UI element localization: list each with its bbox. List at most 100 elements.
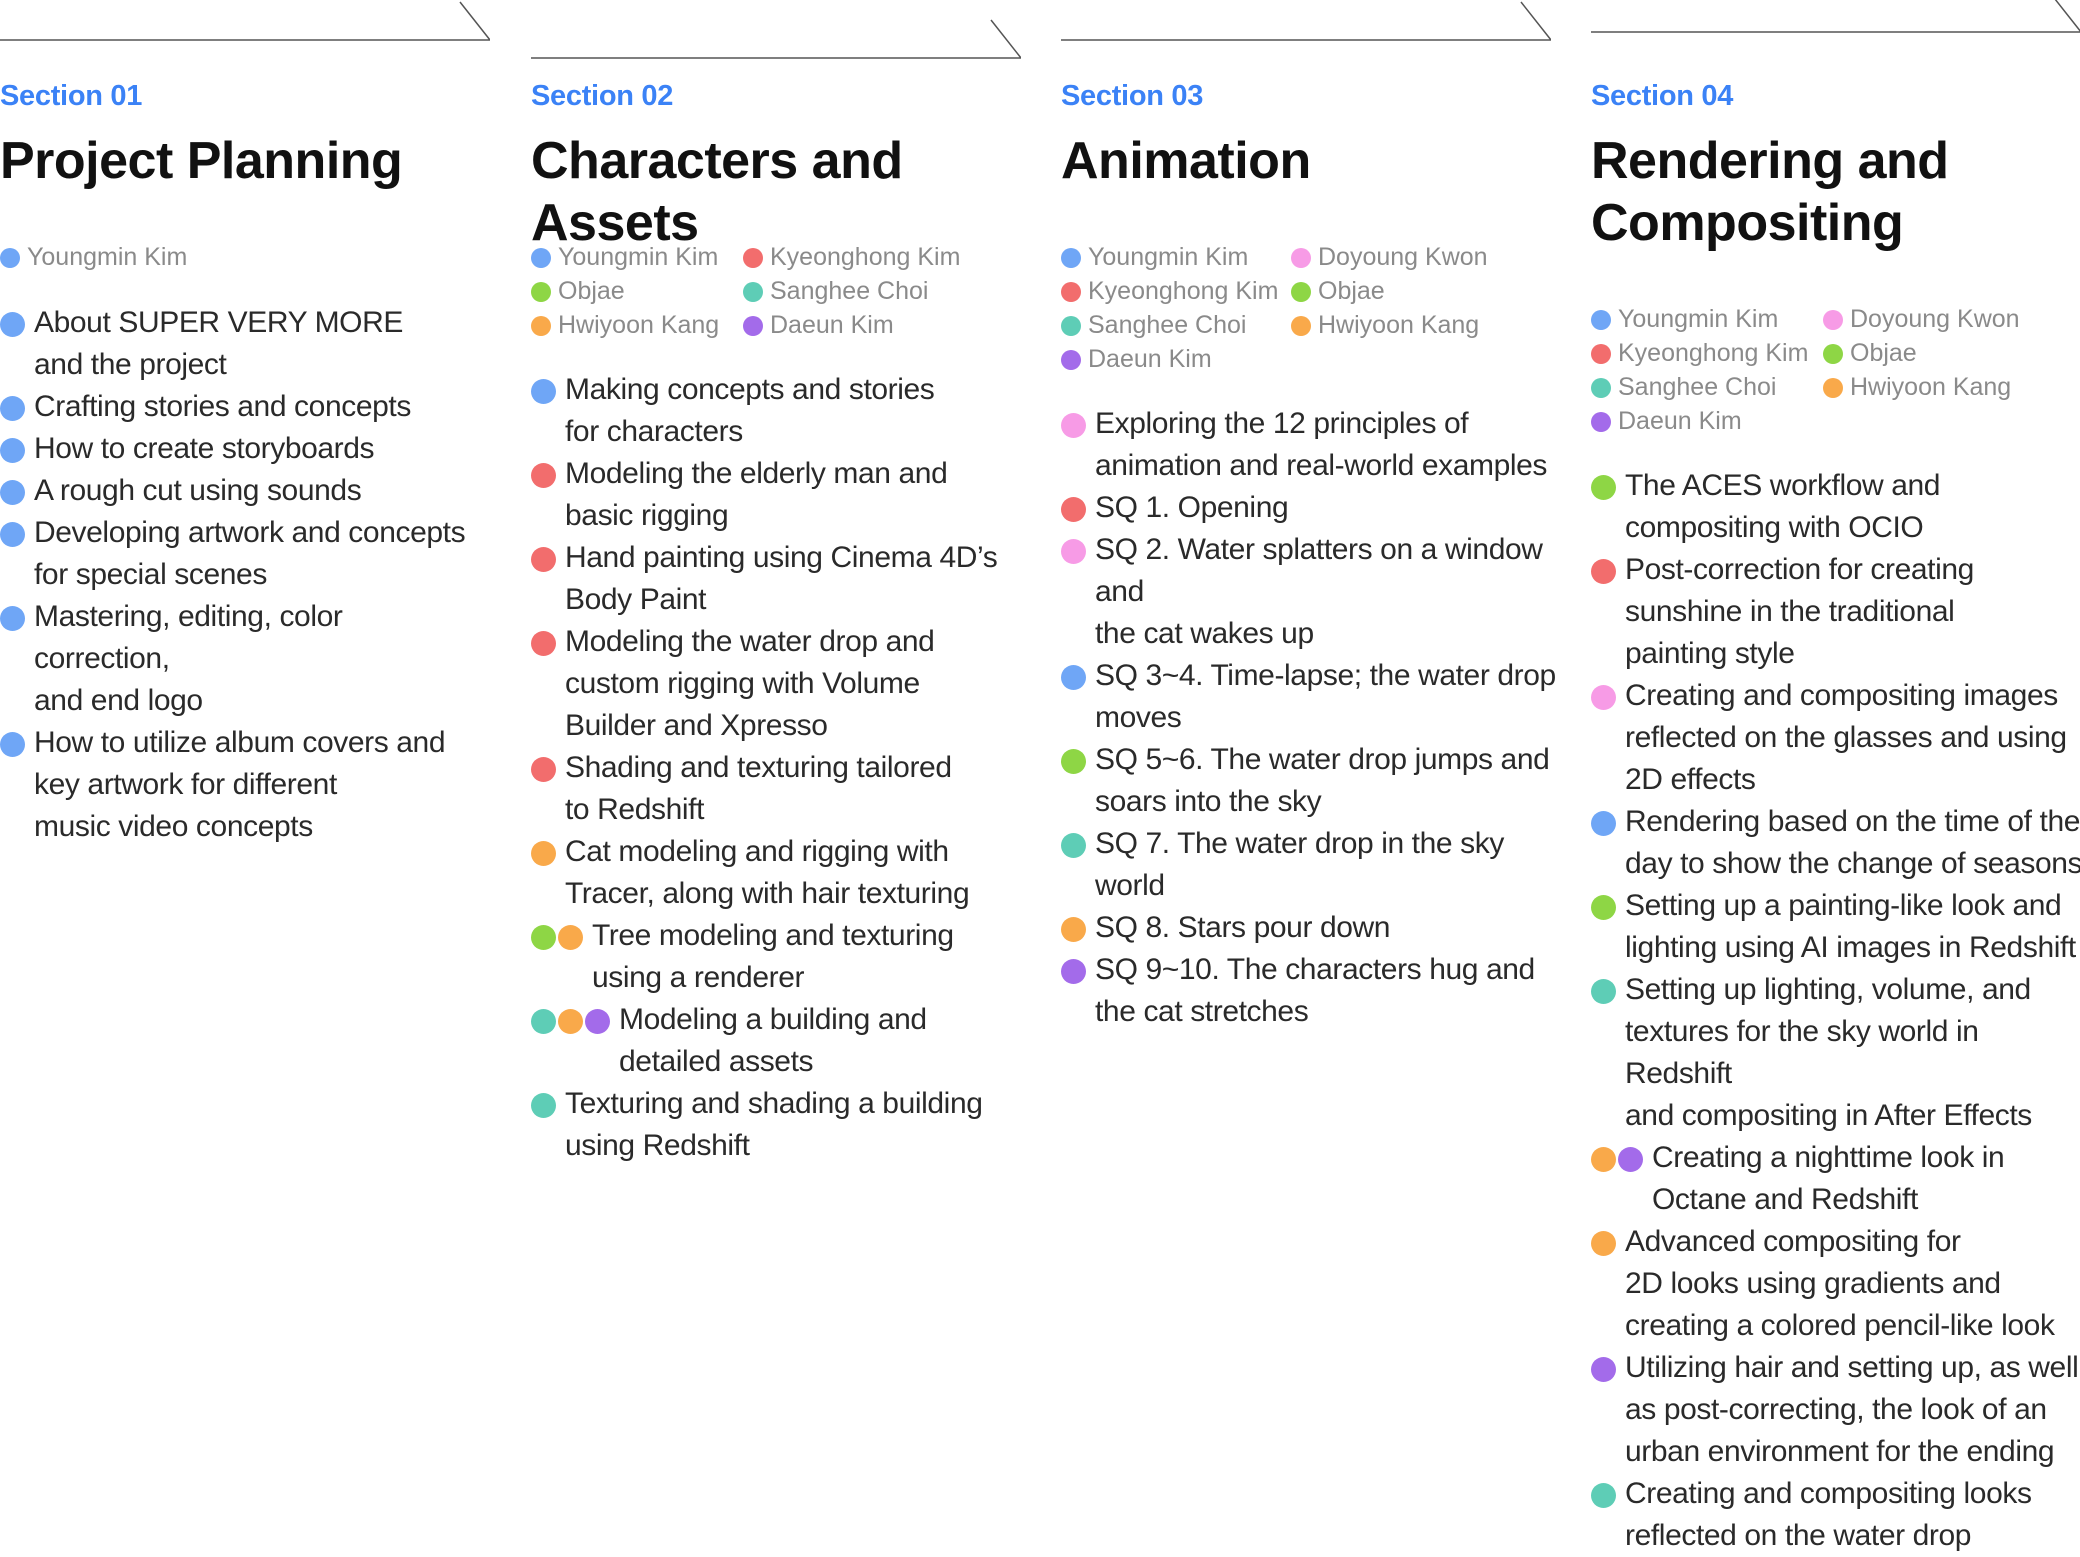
color-dot-icon xyxy=(1591,343,1611,364)
member-item: Hwiyoon Kang xyxy=(531,312,743,339)
topic-text: Modeling the elderly man and basic riggi… xyxy=(565,457,948,532)
member-name: Doyoung Kwon xyxy=(1318,243,1488,271)
topic-markers xyxy=(531,757,558,782)
section-divider-line xyxy=(531,19,1021,59)
member-list: Youngmin Kim Doyoung Kwon Kyeonghong Kim Ob… xyxy=(1061,244,1503,373)
topic-markers xyxy=(1061,539,1088,564)
color-dot-icon xyxy=(1591,377,1611,398)
section-label: Section 01 xyxy=(0,80,143,112)
member-name: Daeun Kim xyxy=(1088,345,1212,373)
topic-markers xyxy=(1061,497,1088,522)
color-dot-icon xyxy=(1823,309,1843,330)
topic-text: Modeling the water drop and custom riggi… xyxy=(565,625,935,742)
topic-item: Creating and compositing looks reflected… xyxy=(1591,1473,2080,1557)
topic-item: Cat modeling and rigging with Tracer, al… xyxy=(531,831,1011,915)
member-item: Hwiyoon Kang xyxy=(1291,312,1503,339)
topic-item: Setting up lighting, volume, and texture… xyxy=(1591,969,2080,1137)
color-dot-icon xyxy=(1591,1231,1616,1256)
member-name: Hwiyoon Kang xyxy=(1850,373,2012,401)
topic-text: Advanced compositing for 2D looks using … xyxy=(1625,1225,2055,1342)
member-name: Objae xyxy=(1850,339,1917,367)
member-name: Objae xyxy=(558,277,625,305)
color-dot-icon xyxy=(1061,315,1081,336)
topic-item: How to utilize album covers and key artw… xyxy=(0,722,470,848)
member-name: Daeun Kim xyxy=(770,311,894,339)
color-dot-icon xyxy=(0,732,25,757)
color-dot-icon xyxy=(0,396,25,421)
color-dot-icon xyxy=(1591,979,1616,1004)
color-dot-icon xyxy=(1823,377,1843,398)
topic-item: Texturing and shading a building using R… xyxy=(531,1083,1011,1167)
section-label: Section 03 xyxy=(1061,80,1204,112)
color-dot-icon xyxy=(1061,281,1081,302)
topic-markers xyxy=(1061,917,1088,942)
color-dot-icon xyxy=(1061,833,1086,858)
topic-item: Creating a nighttime look in Octane and … xyxy=(1591,1137,2080,1221)
topic-item: Shading and texturing tailored to Redshi… xyxy=(531,747,1011,831)
member-name: Youngmin Kim xyxy=(1088,243,1249,271)
topic-text: Modeling a building and detailed assets xyxy=(619,1003,927,1078)
section-title: Characters and Assets xyxy=(531,132,903,252)
color-dot-icon xyxy=(531,247,551,268)
color-dot-icon xyxy=(531,1009,556,1034)
topic-list: About SUPER VERY MORE and the project Cra… xyxy=(0,302,470,848)
topic-item: Developing artwork and concepts for spec… xyxy=(0,512,470,596)
topic-markers xyxy=(1591,559,1618,584)
color-dot-icon xyxy=(1061,539,1086,564)
member-item: Sanghee Choi xyxy=(1591,374,1823,401)
color-dot-icon xyxy=(558,925,583,950)
topic-item: Crafting stories and concepts xyxy=(0,386,470,428)
topic-item: A rough cut using sounds xyxy=(0,470,470,512)
topic-text: Utilizing hair and setting up, as well a… xyxy=(1625,1351,2079,1468)
color-dot-icon xyxy=(585,1009,610,1034)
topic-item: The ACES workflow and compositing with O… xyxy=(1591,465,2080,549)
topic-markers xyxy=(531,1093,558,1118)
color-dot-icon xyxy=(1591,1147,1616,1172)
member-name: Youngmin Kim xyxy=(1618,305,1779,333)
member-name: Hwiyoon Kang xyxy=(558,311,720,339)
topic-item: SQ 1. Opening xyxy=(1061,487,1581,529)
color-dot-icon xyxy=(1591,411,1611,432)
color-dot-icon xyxy=(531,281,551,302)
member-item: Objae xyxy=(531,278,743,305)
color-dot-icon xyxy=(531,1093,556,1118)
color-dot-icon xyxy=(1591,811,1616,836)
topic-markers xyxy=(0,732,27,757)
topic-item: Utilizing hair and setting up, as well a… xyxy=(1591,1347,2080,1473)
color-dot-icon xyxy=(0,606,25,631)
member-name: Objae xyxy=(1318,277,1385,305)
topic-text: Crafting stories and concepts xyxy=(34,390,411,423)
topic-text: How to create storyboards xyxy=(34,432,375,465)
member-item: Sanghee Choi xyxy=(1061,312,1291,339)
color-dot-icon xyxy=(1061,349,1081,370)
topic-item: Tree modeling and texturing using a rend… xyxy=(531,915,1011,999)
member-item: Doyoung Kwon xyxy=(1823,306,2035,333)
topic-text: SQ 2. Water splatters on a window and th… xyxy=(1095,533,1543,650)
color-dot-icon xyxy=(531,925,556,950)
topic-text: Cat modeling and rigging with Tracer, al… xyxy=(565,835,970,910)
topic-item: SQ 9~10. The characters hug and the cat … xyxy=(1061,949,1581,1033)
member-item: Daeun Kim xyxy=(1591,408,1823,435)
color-dot-icon xyxy=(1618,1147,1643,1172)
color-dot-icon xyxy=(1591,309,1611,330)
topic-text: SQ 9~10. The characters hug and the cat … xyxy=(1095,953,1535,1028)
topic-item: Mastering, editing, color correction, an… xyxy=(0,596,470,722)
color-dot-icon xyxy=(1291,315,1311,336)
member-item: Kyeonghong Kim xyxy=(743,244,960,271)
topic-markers xyxy=(1061,413,1088,438)
member-list: Youngmin Kim Doyoung Kwon Kyeonghong Kim Ob… xyxy=(1591,306,2035,435)
color-dot-icon xyxy=(743,281,763,302)
color-dot-icon xyxy=(531,757,556,782)
section-title: Rendering and Compositing xyxy=(1591,132,1949,252)
section-divider-line xyxy=(1061,1,1551,41)
topic-text: Setting up lighting, volume, and texture… xyxy=(1625,973,2032,1132)
topic-markers xyxy=(1061,665,1088,690)
topic-markers xyxy=(1061,833,1088,858)
topic-text: Hand painting using Cinema 4D’s Body Pai… xyxy=(565,541,998,616)
member-item: Daeun Kim xyxy=(743,312,955,339)
member-name: Kyeonghong Kim xyxy=(1088,277,1279,305)
topic-item: Hand painting using Cinema 4D’s Body Pai… xyxy=(531,537,1011,621)
topic-text: SQ 7. The water drop in the sky world xyxy=(1095,827,1504,902)
color-dot-icon xyxy=(558,1009,583,1034)
topic-markers xyxy=(531,379,558,404)
